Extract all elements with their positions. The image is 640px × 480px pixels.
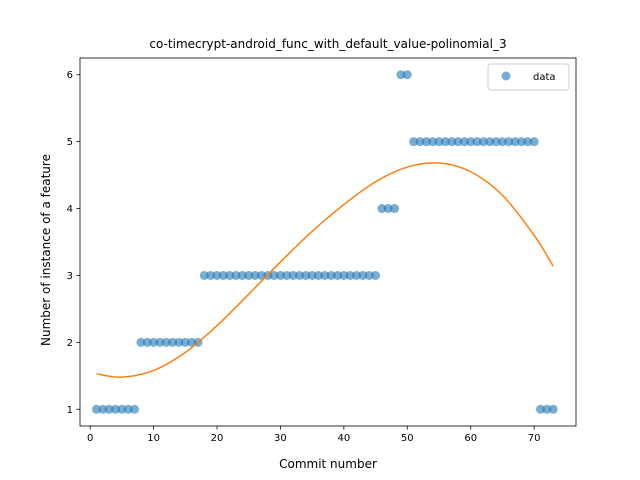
data-point [516,137,526,147]
plot-area: 0 10 20 30 40 50 60 70 1 2 3 4 5 6 [67,57,577,444]
data-point [497,137,507,147]
data-point [288,270,298,280]
data-point [396,70,406,80]
data-point [472,137,482,147]
data-point [504,137,514,147]
data-point [250,270,260,280]
data-point [485,137,495,147]
data-point [345,270,355,280]
x-tick-label: 40 [337,433,350,444]
data-point [180,337,190,347]
data-point [275,270,285,280]
x-tick-label: 10 [147,433,160,444]
x-tick-label: 0 [87,433,93,444]
data-point [149,337,159,347]
data-point [91,404,101,414]
data-point [161,337,171,347]
data-point [421,137,431,147]
data-point [402,70,412,80]
data-point [168,337,178,347]
data-point [269,270,279,280]
data-point [313,270,323,280]
x-tick-label: 50 [401,433,414,444]
data-point [459,137,469,147]
data-point [294,270,304,280]
y-axis-label: Number of instance of a feature [39,154,53,346]
data-point [364,270,374,280]
data-point [358,270,368,280]
data-point [244,270,254,280]
data-point [320,270,330,280]
data-point [466,137,476,147]
data-point [206,270,216,280]
data-point [130,404,140,414]
data-point [339,270,349,280]
data-point [142,337,152,347]
data-point [542,404,552,414]
data-point [155,337,165,347]
data-point [548,404,558,414]
legend-box [487,63,570,91]
data-point [199,270,209,280]
x-tick-label: 20 [211,433,224,444]
y-tick-label: 3 [67,271,73,282]
y-tick-label: 2 [67,338,73,349]
data-point [510,137,520,147]
y-tick-label: 6 [67,70,73,81]
data-point [352,270,362,280]
data-point [377,204,387,214]
data-point [282,270,292,280]
data-point [136,337,146,347]
data-point [453,137,463,147]
y-tick-label: 5 [67,137,73,148]
data-point [104,404,114,414]
data-point [529,137,539,147]
data-point [301,270,311,280]
x-axis-label: Commit number [279,457,377,471]
x-tick-label: 60 [464,433,477,444]
x-tick-label: 30 [274,433,287,444]
data-point [535,404,545,414]
data-point [478,137,488,147]
chart-title: co-timecrypt-android_func_with_default_v… [149,37,506,51]
legend: data [487,63,570,91]
data-point [371,270,381,280]
data-point [434,137,444,147]
data-point [491,137,501,147]
data-point [187,337,197,347]
data-point [440,137,450,147]
legend-marker-data [501,71,511,81]
data-point [428,137,438,147]
data-point [174,337,184,347]
data-point [231,270,241,280]
fit-line [96,162,554,378]
data-point [409,137,419,147]
y-tick-label: 4 [67,204,73,215]
data-point [326,270,336,280]
data-point [523,137,533,147]
x-tick-label: 70 [528,433,541,444]
data-point [98,404,108,414]
data-point [117,404,127,414]
data-point [333,270,343,280]
data-point [415,137,425,147]
y-tick-label: 1 [67,405,73,416]
data-point [225,270,235,280]
data-point [447,137,457,147]
data-point [307,270,317,280]
data-point [383,204,393,214]
data-point [218,270,228,280]
legend-label-data: data [533,72,556,83]
data-point [212,270,222,280]
data-point [237,270,247,280]
axes-frame [79,57,577,427]
data-point [390,204,400,214]
data-point [123,404,133,414]
data-point [111,404,121,414]
data-point [256,270,266,280]
